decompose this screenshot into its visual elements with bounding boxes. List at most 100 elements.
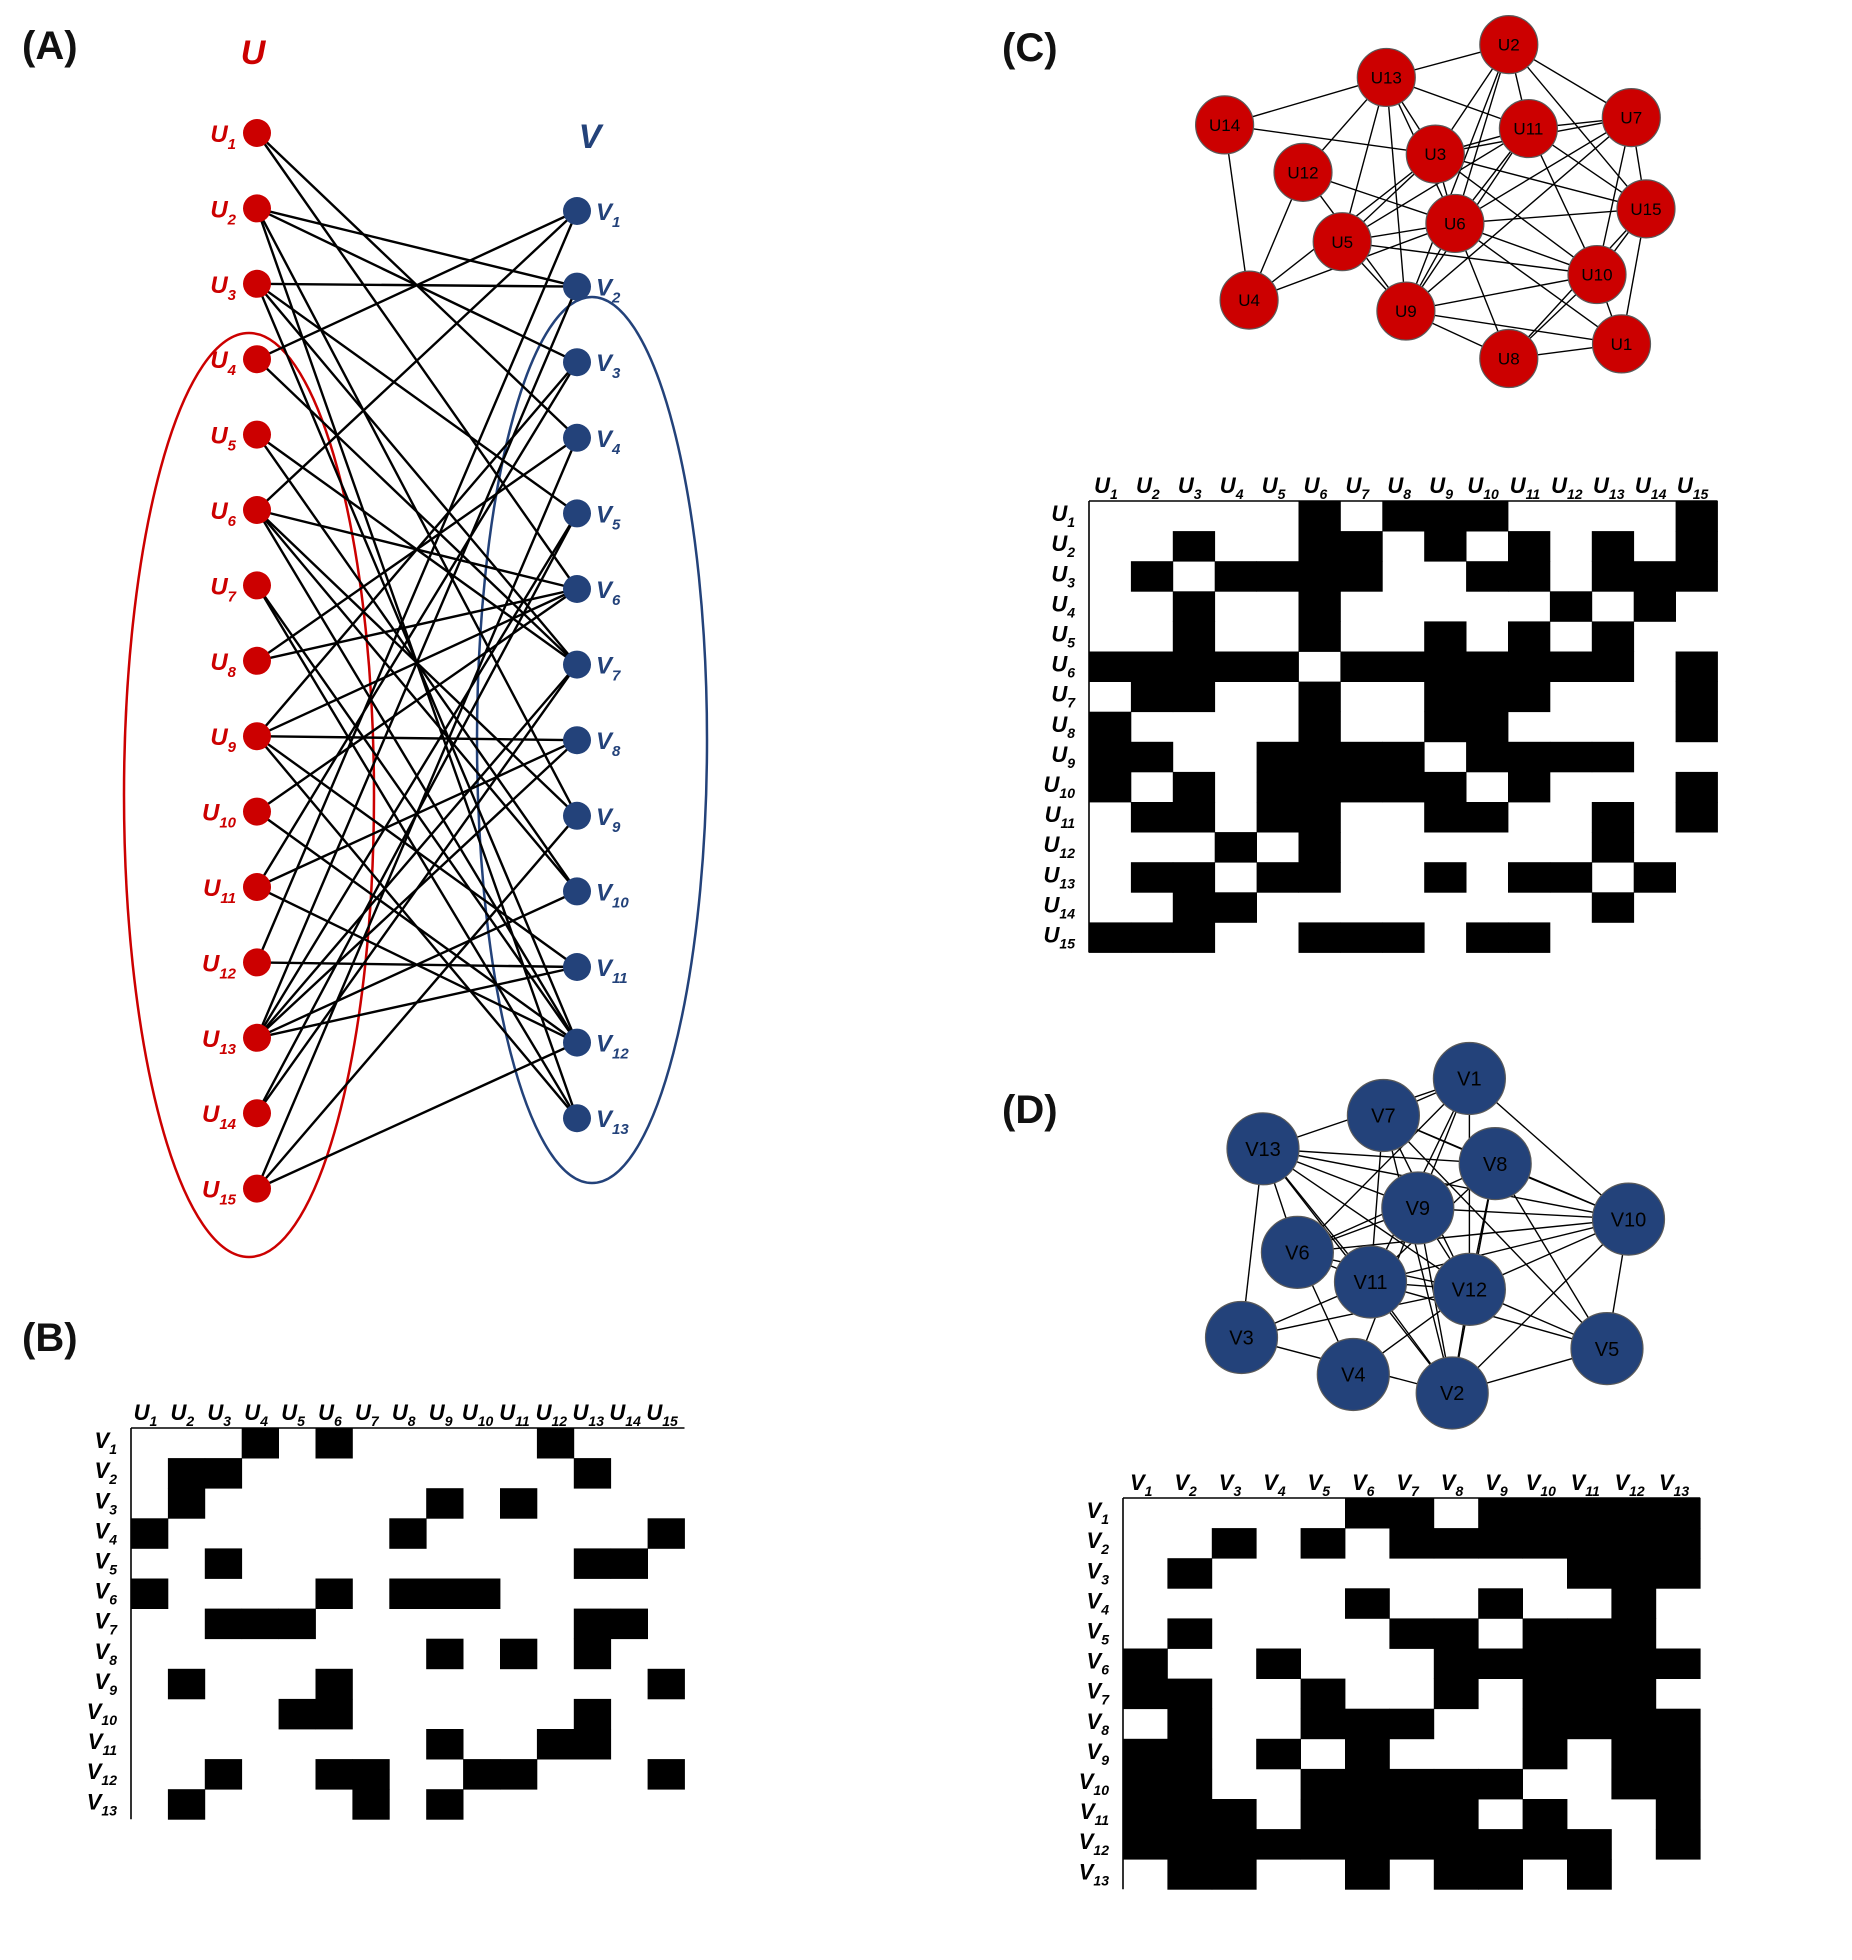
matrix-b-row-label-sub: 7 bbox=[109, 1622, 118, 1638]
matrix-c-cell bbox=[1298, 591, 1341, 622]
matrix-c-cell bbox=[1591, 802, 1635, 833]
bipartite-edge bbox=[256, 885, 578, 1044]
u-node-label-sub: 9 bbox=[228, 739, 237, 756]
matrix-d-cell bbox=[1345, 1859, 1390, 1890]
u-node-label-base: U bbox=[202, 1177, 220, 1204]
matrix-c-col-label-sub: 2 bbox=[1151, 486, 1160, 502]
matrix-b-cell bbox=[204, 1608, 243, 1640]
matrix-b-cell bbox=[278, 1698, 316, 1730]
matrix-c-row-label: U1 bbox=[1051, 501, 1075, 530]
network-c-edge bbox=[1405, 310, 1622, 345]
matrix-d-cell bbox=[1655, 1528, 1701, 1559]
matrix-c-col-label: U1 bbox=[1094, 473, 1118, 502]
v-node-label-base: V bbox=[596, 577, 614, 604]
network-d-node-label: V4 bbox=[1341, 1365, 1365, 1387]
matrix-d-col-label-base: V bbox=[1263, 1470, 1280, 1495]
matrix-c-row-label-base: U bbox=[1051, 652, 1068, 677]
matrix-d-row-label-base: V bbox=[1079, 1859, 1096, 1884]
v-node-label-base: V bbox=[596, 1031, 614, 1058]
matrix-b-col-label-base: U bbox=[318, 1400, 335, 1425]
set-u-ellipse bbox=[122, 331, 376, 1259]
matrix-c-row-label-base: U bbox=[1051, 561, 1068, 586]
matrix-b-cell bbox=[573, 1608, 612, 1640]
matrix-b-cell bbox=[352, 1759, 390, 1790]
matrix-c-cell bbox=[1591, 892, 1635, 923]
u-node-label: U8 bbox=[210, 649, 236, 681]
network-d-node-label: V5 bbox=[1595, 1339, 1619, 1361]
network-c-edge bbox=[1434, 153, 1598, 276]
matrix-d-cell bbox=[1655, 1738, 1701, 1770]
matrix-d-cell bbox=[1167, 1829, 1213, 1860]
matrix-d-row-label: V2 bbox=[1087, 1528, 1110, 1557]
matrix-c-cell bbox=[1089, 922, 1132, 953]
network-d-edge bbox=[1451, 1218, 1629, 1394]
network-d-node-label: V13 bbox=[1245, 1139, 1281, 1161]
network-d-node-label: V9 bbox=[1406, 1198, 1430, 1220]
u-node-label-sub: 8 bbox=[228, 664, 237, 681]
matrix-d-col-label: V13 bbox=[1659, 1470, 1689, 1499]
matrix-b-cell bbox=[573, 1548, 612, 1579]
v-node-label: V13 bbox=[596, 1106, 629, 1138]
matrix-d-cell bbox=[1522, 1799, 1568, 1830]
matrix-d-cell bbox=[1345, 1799, 1390, 1830]
matrix-b-col-label-sub: 14 bbox=[625, 1413, 641, 1429]
matrix-d-col-label-base: V bbox=[1441, 1470, 1458, 1495]
network-c-edge bbox=[1405, 44, 1510, 312]
matrix-b-cell bbox=[167, 1668, 206, 1700]
network-d-node-label: V8 bbox=[1483, 1154, 1507, 1176]
matrix-c-cell bbox=[1633, 591, 1676, 622]
matrix-b-col-label-sub: 7 bbox=[371, 1413, 380, 1429]
network-c-node-label: U9 bbox=[1395, 302, 1417, 321]
matrix-d-cell bbox=[1522, 1678, 1568, 1710]
matrix-c-row-label-base: U bbox=[1044, 892, 1061, 917]
matrix-d-col-label-sub: 8 bbox=[1455, 1483, 1463, 1499]
matrix-d-cell bbox=[1123, 1829, 1168, 1860]
matrix-c-col-label-base: U bbox=[1262, 473, 1279, 498]
u-node bbox=[243, 1023, 271, 1052]
u-node-label-base: U bbox=[210, 121, 228, 148]
matrix-b-col-label-base: U bbox=[429, 1400, 446, 1425]
matrix-b-cell bbox=[426, 1638, 464, 1670]
matrix-d-col-label: V11 bbox=[1571, 1470, 1600, 1499]
v-node-label-sub: 3 bbox=[612, 365, 621, 382]
v-node-label-base: V bbox=[596, 350, 614, 377]
matrix-c-cell bbox=[1424, 862, 1467, 893]
matrix-c-cell bbox=[1298, 832, 1341, 863]
matrix-b-row-label-base: V bbox=[95, 1548, 112, 1573]
u-node bbox=[243, 496, 271, 524]
matrix-d-row-label: V9 bbox=[1087, 1739, 1110, 1768]
matrix-d-cell bbox=[1211, 1799, 1257, 1830]
matrix-d-col-label-base: V bbox=[1526, 1470, 1543, 1495]
matrix-d-row-label: V11 bbox=[1080, 1799, 1109, 1828]
matrix-d-cell bbox=[1300, 1799, 1346, 1830]
matrix-b-col-label-sub: 9 bbox=[445, 1413, 453, 1429]
matrix-d-cell bbox=[1300, 1829, 1346, 1860]
network-c-edge bbox=[1405, 117, 1632, 312]
matrix-c-col-label-sub: 10 bbox=[1483, 486, 1499, 502]
network-c-edge bbox=[1224, 124, 1436, 155]
matrix-b-cell bbox=[573, 1729, 612, 1760]
matrix-b-cell bbox=[426, 1789, 464, 1820]
matrix-c-cell bbox=[1298, 501, 1341, 532]
matrix-b-row-label-base: V bbox=[87, 1699, 104, 1724]
network-c-edge bbox=[1454, 208, 1647, 225]
matrix-c-cell bbox=[1549, 651, 1593, 682]
network-c-node-label: U14 bbox=[1209, 116, 1240, 135]
matrix-d-cell bbox=[1433, 1528, 1479, 1559]
v-node-label: V4 bbox=[596, 426, 621, 458]
v-node bbox=[563, 197, 591, 225]
matrix-d-cell bbox=[1522, 1648, 1568, 1679]
v-node bbox=[563, 726, 591, 755]
v-node bbox=[563, 272, 591, 301]
network-c-node bbox=[1356, 47, 1416, 108]
u-node bbox=[243, 194, 271, 223]
matrix-b-cell bbox=[241, 1608, 279, 1640]
bipartite-edge bbox=[255, 509, 579, 1044]
matrix-c-col-label-base: U bbox=[1346, 473, 1363, 498]
u-node bbox=[243, 1099, 271, 1128]
matrix-b-cell bbox=[536, 1729, 575, 1760]
v-node bbox=[563, 1028, 591, 1057]
matrix-c-cell bbox=[1130, 862, 1174, 893]
matrix-d-col-label-sub: 12 bbox=[1629, 1483, 1645, 1499]
matrix-c-cell bbox=[1466, 802, 1509, 833]
